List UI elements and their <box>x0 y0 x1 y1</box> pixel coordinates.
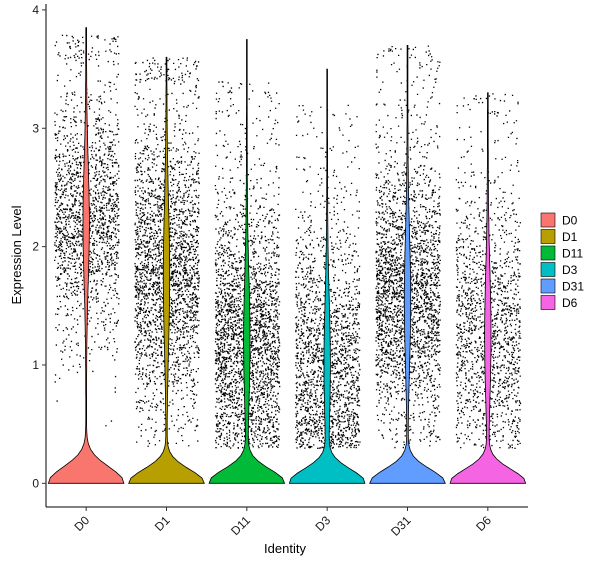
x-tick-label: D6 <box>473 513 494 534</box>
y-axis-title: Expression Level <box>9 205 24 304</box>
legend-key-D31 <box>540 278 556 294</box>
legend-label-D31: D31 <box>562 280 584 294</box>
y-tick-label: 2 <box>32 240 39 254</box>
y-ticks: 0 1 2 3 4 <box>32 3 46 490</box>
x-tick-label: D11 <box>228 513 253 538</box>
x-axis-title: Identity <box>264 541 306 556</box>
x-tick-label: D31 <box>388 513 414 539</box>
legend-label-D11: D11 <box>562 247 583 261</box>
violin-D6 <box>449 92 527 484</box>
legend-key-D6 <box>540 295 556 310</box>
x-tick-label: D0 <box>72 513 93 534</box>
violin-D0 <box>47 27 125 484</box>
points-D31 <box>375 45 441 449</box>
legend-key-D0 <box>540 212 556 228</box>
legend-label-D6: D6 <box>562 296 578 310</box>
y-tick-label: 1 <box>32 358 39 372</box>
y-tick-label: 3 <box>32 121 39 135</box>
axes <box>45 4 528 508</box>
x-tick-label: D1 <box>152 513 173 534</box>
legend: D0 D1 D11 D3 D31 D6 <box>540 212 584 310</box>
legend-key-D1 <box>540 229 556 244</box>
violin-D11 <box>208 39 286 484</box>
violin-D1 <box>128 56 205 484</box>
x-tick-label: D3 <box>313 513 334 534</box>
y-tick-label: 0 <box>32 476 39 490</box>
legend-key-D3 <box>540 262 556 277</box>
legend-label-D0: D0 <box>562 214 578 228</box>
legend-label-D3: D3 <box>562 263 578 277</box>
jitter-points <box>54 34 522 449</box>
violin-D31 <box>369 45 446 484</box>
y-tick-label: 4 <box>32 3 39 17</box>
legend-key-D11 <box>540 245 556 261</box>
legend-label-D1: D1 <box>562 230 578 244</box>
points-D0 <box>54 34 120 427</box>
x-ticks: D0 D1 D11 D3 D31 D6 <box>72 507 494 539</box>
violin-D3 <box>288 68 366 484</box>
violins <box>47 27 527 484</box>
